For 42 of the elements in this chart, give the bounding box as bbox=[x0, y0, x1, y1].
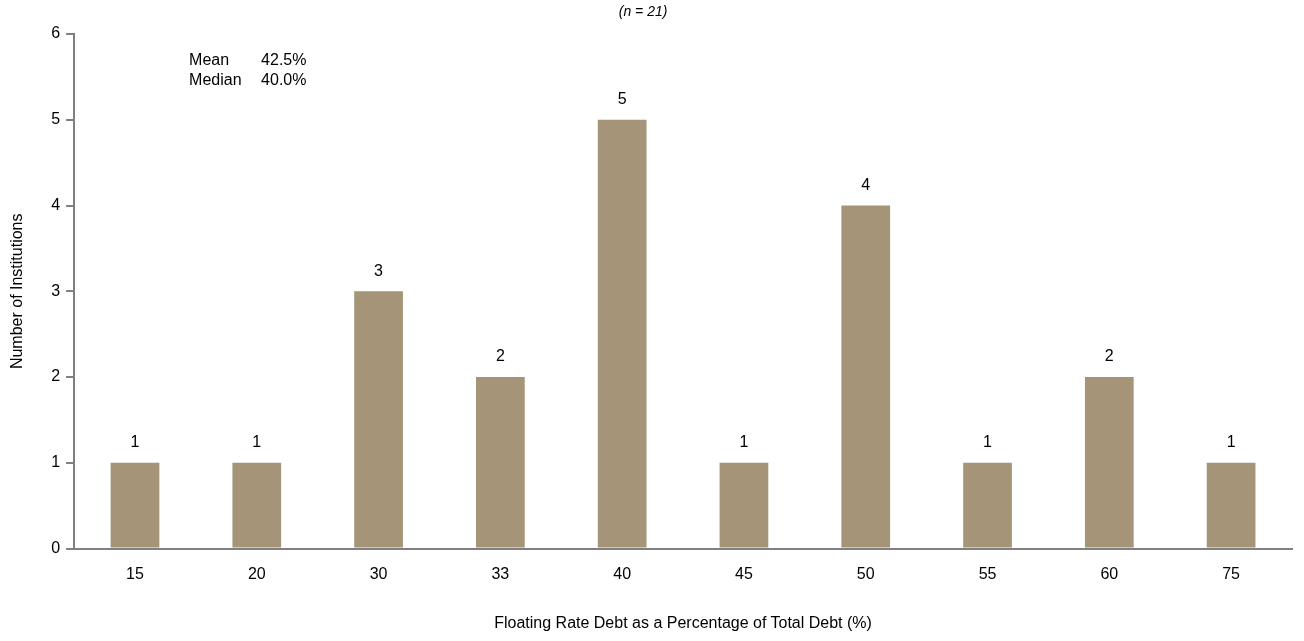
x-tick-label: 33 bbox=[491, 564, 510, 582]
bar bbox=[963, 462, 1012, 548]
bar bbox=[354, 291, 403, 548]
data-label: 2 bbox=[1104, 347, 1114, 365]
data-label: 3 bbox=[374, 261, 384, 279]
bar bbox=[110, 462, 160, 548]
bar bbox=[476, 377, 525, 548]
y-tick-label: 1 bbox=[51, 453, 61, 471]
chart-subtitle: (n = 21) bbox=[618, 2, 668, 19]
bar bbox=[1206, 462, 1256, 548]
bar bbox=[1084, 377, 1134, 548]
data-label: 1 bbox=[983, 433, 993, 451]
y-tick-label: 3 bbox=[51, 281, 61, 299]
bar bbox=[597, 119, 647, 548]
x-tick-label: 20 bbox=[247, 564, 266, 582]
text: Median 40.0% bbox=[189, 71, 307, 89]
x-tick-label: 60 bbox=[1100, 564, 1119, 582]
x-axis-title: Floating Rate Debt as a Percentage of Total Debt (%) bbox=[494, 613, 872, 631]
data-label: 2 bbox=[495, 347, 505, 365]
data-label: 1 bbox=[252, 433, 262, 451]
y-axis-title: Number of Institutions bbox=[8, 213, 26, 370]
data-label: 4 bbox=[861, 175, 871, 193]
x-tick-label: 45 bbox=[735, 564, 753, 582]
bar bbox=[232, 462, 282, 548]
data-label: 1 bbox=[130, 433, 140, 451]
data-label: 1 bbox=[1226, 433, 1236, 451]
x-tick-label: 15 bbox=[126, 564, 144, 582]
y-tick-label: 2 bbox=[51, 367, 61, 385]
data-label: 5 bbox=[617, 90, 627, 108]
y-tick-label: 0 bbox=[51, 539, 61, 557]
bar bbox=[841, 205, 891, 548]
y-tick-label: 5 bbox=[51, 110, 61, 128]
x-tick-label: 40 bbox=[613, 564, 632, 582]
x-tick-label: 30 bbox=[369, 564, 388, 582]
bar bbox=[719, 462, 769, 548]
x-tick-label: 55 bbox=[978, 564, 997, 582]
x-tick-label: 75 bbox=[1222, 564, 1241, 582]
x-tick-label: 50 bbox=[856, 564, 875, 582]
y-tick-label: 4 bbox=[51, 195, 61, 213]
text: Mean 42.5% bbox=[189, 51, 307, 69]
y-tick-label: 6 bbox=[51, 24, 61, 42]
data-label: 1 bbox=[739, 433, 749, 451]
